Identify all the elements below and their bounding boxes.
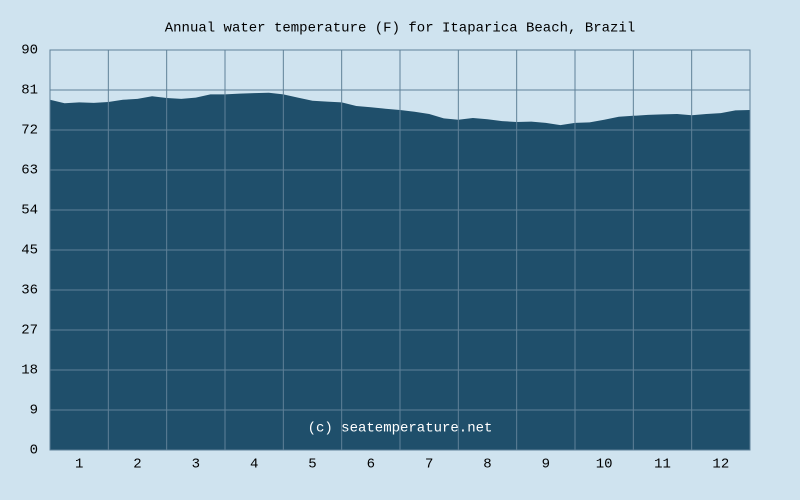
y-tick-label: 63 — [21, 163, 38, 179]
y-tick-label: 54 — [21, 203, 38, 219]
x-tick-label: 4 — [250, 457, 258, 473]
x-tick-label: 12 — [712, 457, 729, 473]
y-tick-label: 72 — [21, 123, 38, 139]
x-tick-label: 5 — [308, 457, 316, 473]
y-tick-label: 36 — [21, 283, 38, 299]
x-tick-label: 6 — [367, 457, 375, 473]
x-tick-label: 1 — [75, 457, 83, 473]
x-tick-label: 8 — [483, 457, 491, 473]
y-tick-label: 0 — [30, 443, 38, 459]
y-tick-label: 81 — [21, 83, 38, 99]
chart-title: Annual water temperature (F) for Itapari… — [165, 21, 635, 37]
x-tick-label: 7 — [425, 457, 433, 473]
x-tick-label: 3 — [192, 457, 200, 473]
y-tick-label: 90 — [21, 43, 38, 59]
watermark: (c) seatemperature.net — [308, 421, 493, 437]
y-tick-label: 18 — [21, 363, 38, 379]
plot-frame — [49, 49, 751, 451]
x-tick-label: 2 — [133, 457, 141, 473]
y-tick-label: 9 — [30, 403, 38, 419]
x-tick-label: 9 — [542, 457, 550, 473]
x-tick-label: 10 — [596, 457, 613, 473]
y-tick-label: 45 — [21, 243, 38, 259]
y-tick-label: 27 — [21, 323, 38, 339]
x-tick-label: 11 — [654, 457, 671, 473]
